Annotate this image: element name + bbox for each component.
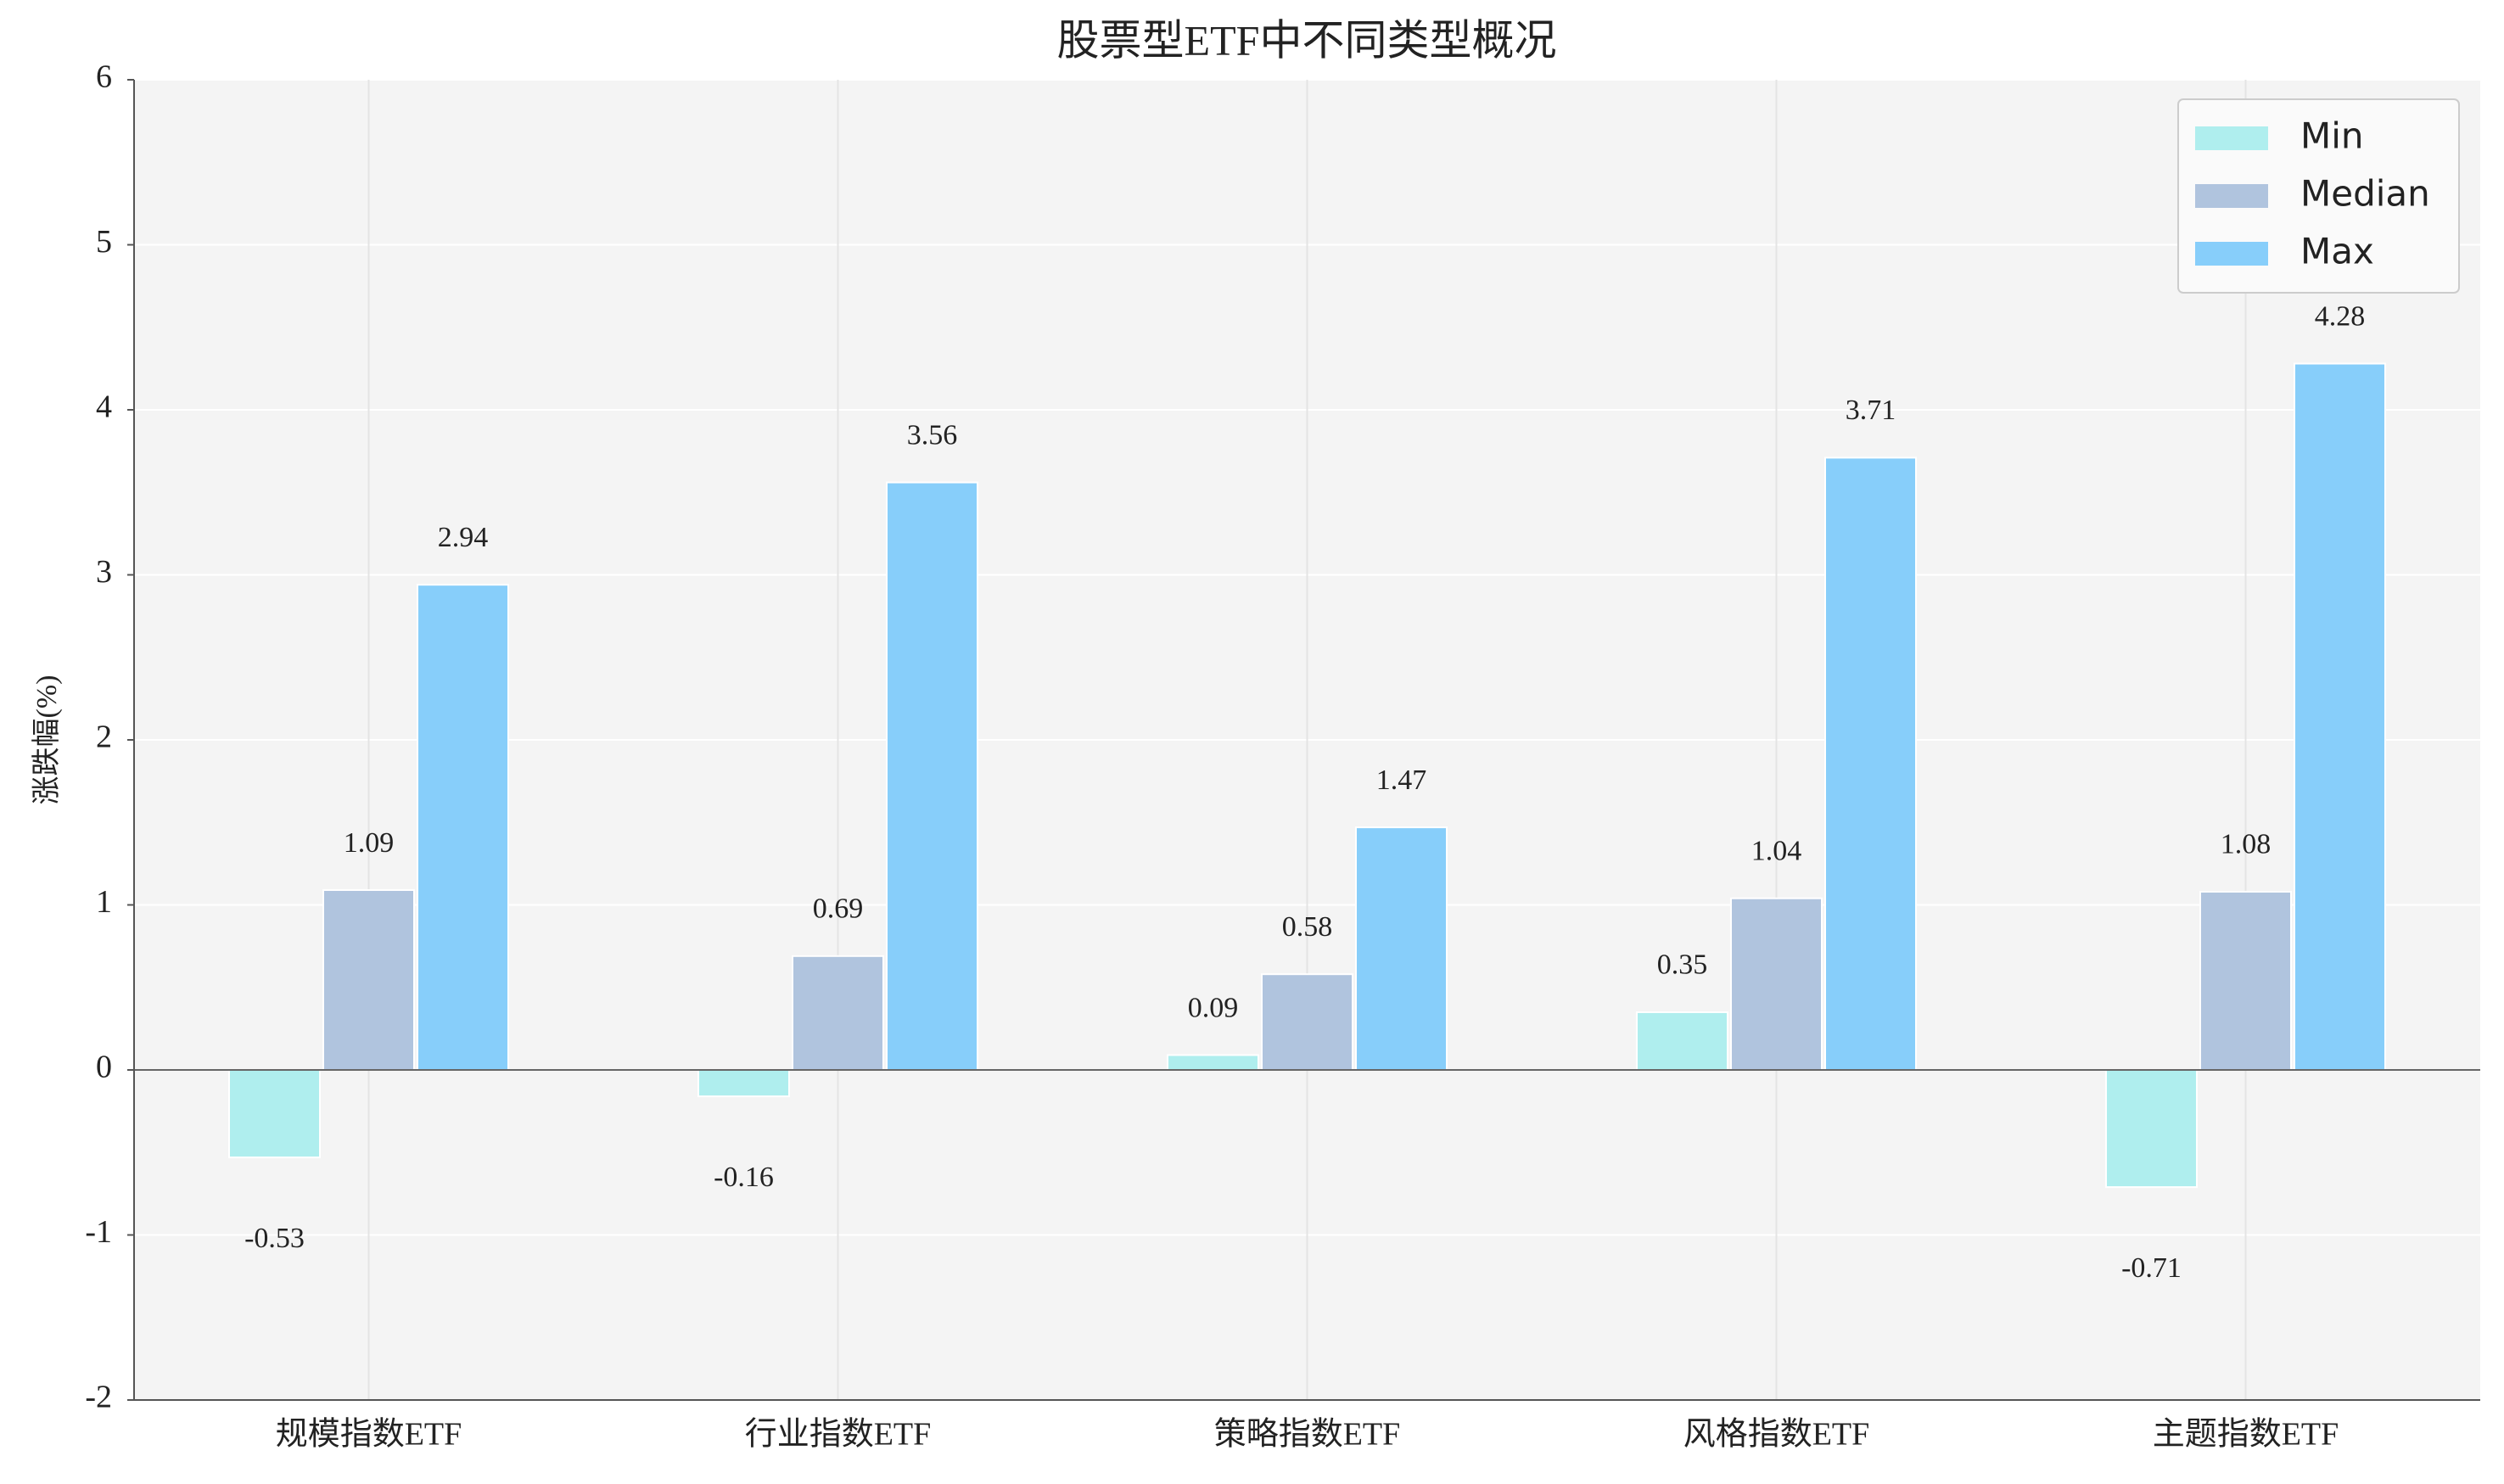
value-label: 2.94: [438, 522, 489, 553]
x-tick-label: 主题指数ETF: [2153, 1417, 2339, 1453]
value-label: 1.08: [2221, 829, 2272, 860]
y-tick-label: 2: [96, 720, 112, 755]
bar: [322, 888, 415, 1071]
y-tick-label: 4: [96, 389, 112, 425]
value-label: 1.09: [344, 827, 395, 859]
y-tick-label: 0: [96, 1050, 112, 1085]
value-label: 3.56: [907, 419, 958, 451]
bar: [1261, 973, 1353, 1071]
bar: [1636, 1011, 1728, 1072]
value-label: 0.09: [1188, 992, 1239, 1023]
legend-label: Median: [2300, 173, 2430, 215]
bar: [792, 955, 884, 1072]
bar: [1730, 897, 1823, 1071]
bar: [697, 1069, 790, 1098]
bar: [1824, 456, 1917, 1071]
value-label: -0.16: [714, 1162, 774, 1193]
chart-title: 股票型ETF中不同类型概况: [1057, 16, 1557, 64]
y-tick-label: 6: [96, 59, 112, 95]
bar: [2105, 1069, 2198, 1189]
bar: [1355, 826, 1448, 1072]
value-label: 1.47: [1376, 764, 1427, 796]
value-label: 0.69: [813, 893, 864, 925]
bar: [228, 1069, 321, 1159]
bar: [417, 584, 509, 1071]
legend-swatch: [2195, 242, 2268, 266]
value-label: 0.35: [1657, 949, 1708, 981]
y-tick-label: 1: [96, 884, 112, 920]
legend-label: Min: [2300, 115, 2364, 157]
value-label: -0.71: [2121, 1252, 2182, 1284]
value-label: 1.04: [1751, 836, 1802, 867]
legend-label: Max: [2300, 231, 2374, 272]
bar: [2199, 890, 2292, 1071]
y-tick-label: -1: [85, 1214, 112, 1250]
value-label: 4.28: [2315, 300, 2366, 332]
y-axis-label: 涨跌幅(%): [31, 675, 63, 805]
x-tick-label: 策略指数ETF: [1214, 1417, 1401, 1453]
legend-swatch: [2195, 184, 2268, 208]
x-tick-label: 规模指数ETF: [276, 1417, 462, 1453]
value-label: 0.58: [1282, 911, 1333, 943]
bar: [1167, 1054, 1259, 1071]
y-tick-label: -2: [85, 1380, 112, 1415]
legend-swatch: [2195, 126, 2268, 150]
y-tick-label: 5: [96, 224, 112, 260]
x-tick-label: 行业指数ETF: [745, 1417, 932, 1453]
y-tick-label: 3: [96, 554, 112, 590]
bar: [886, 481, 978, 1071]
value-label: -0.53: [244, 1223, 305, 1254]
x-tick-label: 风格指数ETF: [1683, 1417, 1870, 1453]
value-label: 3.71: [1846, 395, 1896, 426]
bar: [2294, 362, 2386, 1072]
